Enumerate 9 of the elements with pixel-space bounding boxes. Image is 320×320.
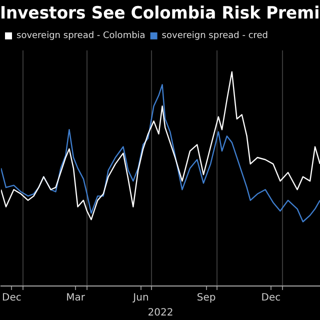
chart-title: Investors See Colombia Risk Premi [0,3,320,23]
text: 2022 [148,308,174,319]
legend-label: sovereign spread - cred [162,31,268,42]
x-tick-label: Dec [261,292,281,304]
x-tick-label: Jun [132,292,149,304]
x-tick-label: Sep [196,292,216,304]
x-tick-label: Mar [66,292,86,304]
legend-label: sovereign spread - Colombia [16,31,146,42]
x-tick-label: Dec [2,292,22,304]
